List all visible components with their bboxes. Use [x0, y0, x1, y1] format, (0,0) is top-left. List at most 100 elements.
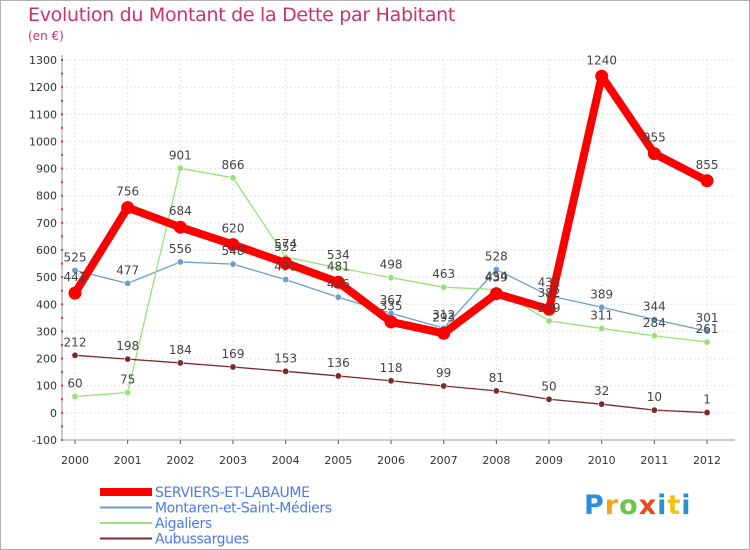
x-tick-label: 2006: [377, 454, 405, 467]
data-point: [68, 286, 82, 300]
data-point: [703, 338, 711, 346]
chart-title: Evolution du Montant de la Dette par Hab…: [28, 4, 456, 26]
data-point: [387, 274, 395, 282]
data-label: 525: [64, 250, 87, 264]
data-label: 389: [590, 287, 613, 301]
y-axis-tick-dot: [61, 113, 63, 116]
data-label: 339: [538, 301, 561, 315]
data-label: 60: [67, 377, 82, 391]
y-axis-tick-dot: [61, 357, 63, 360]
y-axis-tick-dot: [61, 249, 63, 251]
data-label: 620: [222, 222, 245, 236]
data-label: 212: [64, 335, 87, 349]
legend: SERVIERS-ET-LABAUMEMontaren-et-Saint-Méd…: [100, 485, 332, 548]
data-point: [282, 367, 290, 375]
data-label: 367: [380, 293, 403, 307]
x-tick-label: 2010: [588, 454, 616, 467]
y-tick-label: 1200: [29, 81, 57, 94]
data-point: [176, 359, 184, 367]
data-point: [173, 220, 187, 234]
data-point: [542, 302, 556, 316]
y-axis-tick-dot: [61, 140, 63, 143]
data-point: [334, 264, 342, 272]
data-point: [124, 355, 132, 363]
data-label: 955: [643, 131, 666, 145]
y-tick-label: 1000: [29, 135, 57, 148]
y-tick-label: 100: [36, 380, 57, 393]
data-label: 118: [380, 361, 403, 375]
y-axis-tick-dot: [61, 398, 63, 401]
data-label: 10: [647, 390, 662, 404]
y-tick-label: 500: [36, 271, 57, 284]
data-point: [176, 258, 184, 266]
data-point: [387, 377, 395, 385]
data-point: [71, 393, 79, 401]
data-label: 1240: [586, 53, 617, 67]
data-label: 382: [538, 286, 561, 300]
y-axis-tick-dot: [61, 208, 63, 211]
data-label: 81: [489, 371, 504, 385]
data-label: 432: [538, 276, 561, 290]
x-tick-label: 2001: [114, 454, 142, 467]
data-point: [700, 174, 714, 188]
data-label: 855: [696, 158, 719, 172]
data-label: 574: [274, 237, 297, 251]
data-label: 441: [64, 270, 87, 284]
data-label: 426: [327, 277, 350, 291]
legend-label: Aubussargues: [155, 532, 249, 548]
data-label: 548: [222, 244, 245, 258]
x-tick-label: 2011: [640, 454, 668, 467]
data-label: 498: [380, 258, 403, 272]
x-tick-label: 2000: [61, 454, 89, 467]
data-point: [489, 287, 503, 301]
y-axis-tick-dot: [61, 99, 63, 102]
data-point: [229, 260, 237, 268]
data-point: [384, 315, 398, 329]
y-tick-label: 900: [36, 163, 57, 176]
data-label: 901: [169, 148, 192, 162]
data-point: [437, 326, 451, 340]
data-point: [492, 387, 500, 395]
data-point: [650, 406, 658, 414]
data-point: [71, 266, 79, 274]
y-tick-label: 0: [50, 407, 57, 420]
data-point: [229, 363, 237, 371]
data-label: 311: [590, 308, 613, 322]
data-point: [124, 279, 132, 287]
y-axis-tick-dot: [61, 330, 63, 333]
data-label: 477: [116, 263, 139, 277]
data-label: 866: [222, 158, 245, 172]
data-label: 439: [485, 271, 508, 285]
y-axis-tick-dot: [61, 154, 63, 156]
x-tick-label: 2004: [272, 454, 300, 467]
data-label: 463: [432, 267, 455, 281]
y-axis-tick-dot: [61, 235, 63, 238]
y-axis-tick-dot: [61, 289, 63, 292]
data-label: 169: [222, 347, 245, 361]
data-label: 261: [696, 322, 719, 336]
data-label: 301: [696, 311, 719, 325]
y-axis-tick-dot: [61, 167, 63, 170]
data-point: [545, 317, 553, 325]
x-tick-label: 2003: [219, 454, 247, 467]
data-point: [226, 238, 240, 252]
y-axis-tick-dot: [61, 262, 63, 265]
y-axis-tick-dot: [61, 371, 63, 374]
data-label: 335: [380, 299, 403, 313]
x-tick-label: 2005: [324, 454, 352, 467]
y-axis-tick-dot: [61, 126, 63, 129]
data-label: 684: [169, 204, 192, 218]
data-label: 481: [327, 259, 350, 273]
data-point: [440, 382, 448, 390]
data-label: 99: [436, 366, 451, 380]
y-axis-tick-dot: [61, 425, 63, 428]
legend-label: SERVIERS-ET-LABAUME: [155, 485, 310, 501]
data-point: [595, 69, 609, 83]
y-axis-tick-dot: [61, 181, 63, 184]
data-label: 293: [432, 310, 455, 324]
data-point: [176, 164, 184, 172]
data-point: [650, 332, 658, 340]
axes: -100 0 100 200 300 400 500 600 700 800 900 1000 1100…: [29, 54, 735, 467]
data-point: [279, 256, 293, 270]
